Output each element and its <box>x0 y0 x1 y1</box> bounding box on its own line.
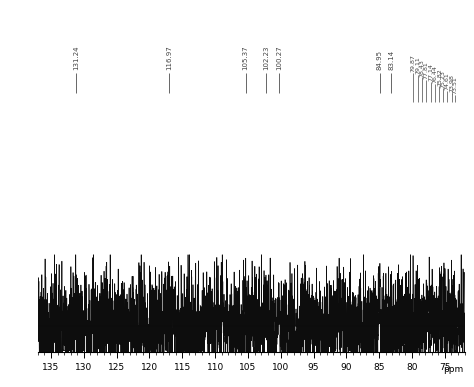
Text: 78.43: 78.43 <box>420 59 425 77</box>
Text: 84.95: 84.95 <box>376 50 383 70</box>
Text: 79.11: 79.11 <box>415 57 420 74</box>
Text: 74.61: 74.61 <box>445 72 450 90</box>
Text: ppm: ppm <box>443 365 463 374</box>
Text: 75.23: 75.23 <box>441 70 446 88</box>
Text: 77.81: 77.81 <box>424 61 429 79</box>
Text: 102.23: 102.23 <box>263 45 269 70</box>
Text: 83.14: 83.14 <box>388 50 394 70</box>
Text: 131.24: 131.24 <box>73 45 79 70</box>
Text: 73.51: 73.51 <box>452 77 457 94</box>
Text: 76.44: 76.44 <box>433 65 438 83</box>
Text: 79.87: 79.87 <box>410 54 415 72</box>
Text: 73.98: 73.98 <box>449 74 454 92</box>
Text: 75.82: 75.82 <box>437 68 442 86</box>
Text: 105.37: 105.37 <box>243 45 248 70</box>
Text: 77.14: 77.14 <box>428 63 433 81</box>
Text: 100.27: 100.27 <box>276 45 282 70</box>
Text: 116.97: 116.97 <box>166 45 173 70</box>
